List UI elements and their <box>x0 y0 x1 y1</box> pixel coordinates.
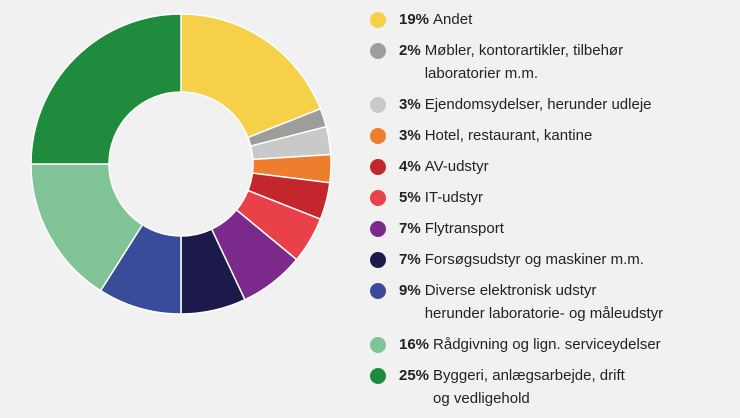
legend-label: Byggeri, anlægsarbejde, drift og vedlige… <box>433 367 625 407</box>
legend-label: IT-udstyr <box>424 189 484 206</box>
legend-swatch <box>370 127 386 144</box>
legend-label: Møbler, kontorartikler, tilbehør laborat… <box>424 42 624 82</box>
legend-item: 19% Andet <box>370 8 663 31</box>
legend-value: 9% <box>399 282 421 299</box>
legend-item: 9% Diverse elektronisk udstyr herunder la… <box>370 279 663 325</box>
donut-slice <box>30 13 182 165</box>
legend-value: 5% <box>399 189 421 206</box>
legend-swatch <box>370 42 386 59</box>
legend-value: 19% <box>399 11 430 28</box>
legend-swatch <box>370 158 386 175</box>
legend-value: 16% <box>399 336 430 353</box>
legend-item: 7% Forsøgsudstyr og maskiner m.m. <box>370 248 663 271</box>
legend-label: Ejendomsydelser, herunder udleje <box>424 96 652 113</box>
donut-slice <box>180 13 322 139</box>
legend-value: 7% <box>399 251 421 268</box>
legend-value: 7% <box>399 220 421 237</box>
legend-value: 3% <box>399 127 421 144</box>
legend-item: 3% Ejendomsydelser, herunder udleje <box>370 93 663 116</box>
legend-label: Rådgivning og lign. serviceydelser <box>433 336 661 353</box>
legend-swatch <box>370 251 386 268</box>
legend-swatch <box>370 11 386 28</box>
legend-value: 3% <box>399 96 421 113</box>
legend-swatch <box>370 336 386 353</box>
legend-item: 7% Flytransport <box>370 217 663 240</box>
legend-swatch <box>370 96 386 113</box>
legend-item: 5% IT-udstyr <box>370 186 663 209</box>
legend-item: 4% AV-udstyr <box>370 155 663 178</box>
legend-value: 4% <box>399 158 421 175</box>
legend-item: 3% Hotel, restaurant, kantine <box>370 124 663 147</box>
legend-value: 25% <box>399 367 430 384</box>
legend-item: 16% Rådgivning og lign. serviceydelser <box>370 333 663 356</box>
legend-label: Andet <box>433 11 473 28</box>
legend-swatch <box>370 367 386 384</box>
legend-swatch <box>370 220 386 237</box>
legend-swatch <box>370 282 386 299</box>
legend-label: Forsøgsudstyr og maskiner m.m. <box>424 251 644 268</box>
legend-item: 25% Byggeri, anlægsarbejde, drift og vedl… <box>370 364 663 410</box>
legend-label: Diverse elektronisk udstyr herunder labo… <box>424 282 664 322</box>
legend: 19% Andet 2% Møbler, kontorartikler, tilbeh… <box>370 8 663 418</box>
legend-label: Hotel, restaurant, kantine <box>424 127 593 144</box>
legend-value: 2% <box>399 42 421 59</box>
legend-label: AV-udstyr <box>424 158 489 175</box>
legend-label: Flytransport <box>424 220 504 237</box>
legend-item: 2% Møbler, kontorartikler, tilbehør labor… <box>370 39 663 85</box>
legend-swatch <box>370 189 386 206</box>
